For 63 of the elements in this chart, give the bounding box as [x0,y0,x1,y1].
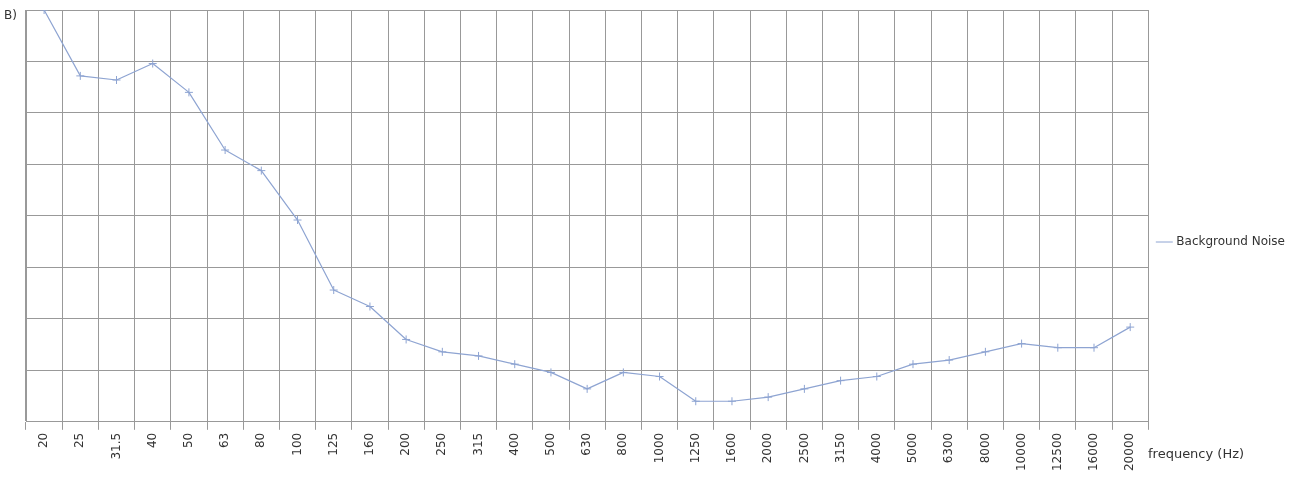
x-tick-label: 125 [325,432,340,456]
legend-label: Background Noise [1176,234,1286,249]
x-tick-label: 200 [398,432,413,456]
x-tick-label: 16000 [1086,432,1101,472]
x-tick-label: 2000 [760,432,775,464]
x-tick-label: 1000 [651,432,666,464]
x-tick-label: 6300 [941,432,956,464]
x-tick-label: 400 [506,432,521,456]
point [401,334,411,344]
point [220,145,230,155]
x-tick-label: 3150 [832,432,847,464]
x-tick-label: 630 [579,432,594,456]
point [618,367,628,377]
point [944,355,954,365]
point [329,285,339,295]
point [980,347,990,357]
point [474,351,484,361]
point [148,59,158,69]
x-tick-label: 100 [289,432,304,456]
x-tick-label: 1600 [724,432,739,464]
point [510,359,520,369]
x-tick-label: 5000 [905,432,920,464]
x-tick-label: 250 [434,432,449,456]
x-tick-label: 315 [470,432,485,456]
x-tick-label: 20000 [1122,432,1137,472]
x-tick-label: 8000 [977,432,992,464]
x-tick-label: 800 [615,432,630,456]
point [546,367,556,377]
x-tick-label: 50 [181,432,196,449]
point [437,347,447,357]
point [184,87,194,97]
x-tick-label: 31.5 [108,432,123,460]
x-axis-title: frequency (Hz) [1148,446,1245,461]
x-tick-label: 63 [217,432,232,449]
point [836,376,846,386]
point [1017,339,1027,349]
point [799,384,809,394]
point [293,215,303,225]
point [691,396,701,406]
x-tick-label: 2500 [796,432,811,464]
x-tick-label: 80 [253,432,268,449]
point [112,75,122,85]
point [75,71,85,81]
x-tick-label: 1250 [687,432,702,464]
x-tick-label: 500 [543,432,558,456]
x-tick-label: 10000 [1013,432,1028,472]
point [1053,343,1063,353]
point [763,392,773,402]
x-tick-label: 4000 [868,432,883,464]
point [908,359,918,369]
point [1089,343,1099,353]
x-tick-label: 160 [362,432,377,456]
point [872,372,882,382]
point [256,166,266,176]
point [582,384,592,394]
x-tick-label: 20 [36,432,51,449]
point [727,396,737,406]
chart-title: B) [4,8,17,22]
x-tick-label: 40 [144,432,159,449]
point [1125,322,1135,332]
x-tick-label: 12500 [1049,432,1064,472]
point [365,302,375,312]
x-tick-label: 25 [72,432,87,449]
